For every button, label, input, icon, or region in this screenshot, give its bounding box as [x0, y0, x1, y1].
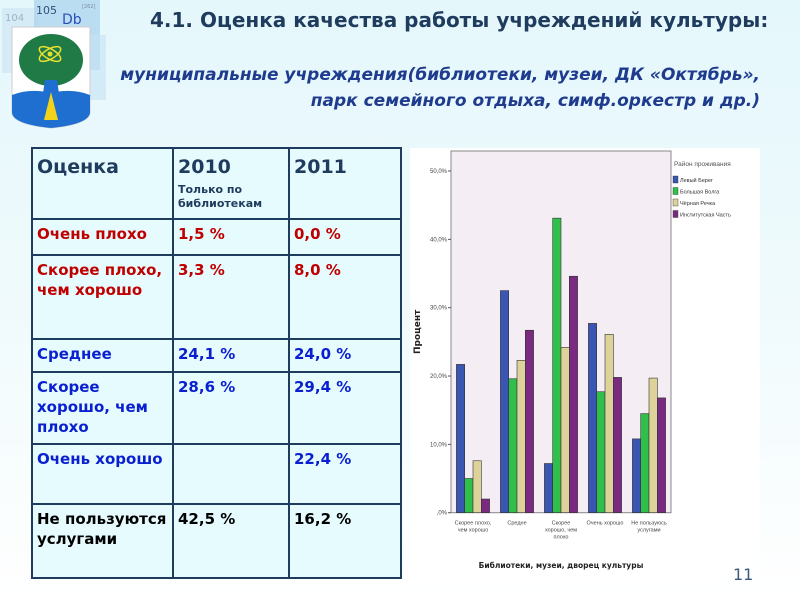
bar-4-2 [648, 377, 658, 514]
slide-subtitle: муниципальные учреждения(библиотеки, муз… [120, 65, 760, 111]
cell-label: Очень хорошо [31, 443, 174, 505]
x-tick-label: Скорее плохо, чем хорошо [455, 521, 492, 534]
cell-2010: 42,5 % [172, 503, 290, 579]
legend-item: Чёрная Речка [680, 201, 716, 207]
bar-0-1 [464, 478, 474, 513]
bar-1-1 [508, 378, 518, 513]
bar-4-1 [640, 413, 650, 513]
bar-1-3 [525, 329, 534, 513]
bar-0-3 [481, 498, 490, 514]
cell-2011: 0,0 % [288, 218, 402, 256]
cell-label: Скорее плохо, чем хорошо [31, 254, 174, 340]
bar-2-1 [552, 217, 562, 514]
legend-title: Район проживания [674, 160, 731, 168]
bar-4-3 [657, 397, 666, 513]
x-tick-label: Средне [507, 521, 526, 527]
cell-2011: 16,2 % [288, 503, 402, 579]
y-tick-label: 40,0% [430, 237, 448, 243]
table-row: Не пользуются услугами 42,5 % 16,2 % [31, 503, 402, 579]
svg-text:104: 104 [5, 13, 24, 24]
table-row: Очень плохо 1,5 % 0,0 % [31, 218, 402, 256]
bar-chart: ,0% 10,0% 20,0% 30,0% 40,0% 50,0% Процент Скоре… [410, 148, 760, 580]
y-tick-label: ,0% [437, 511, 448, 517]
y-tick-label: 10,0% [430, 442, 448, 448]
table-row: Скорее плохо, чем хорошо 3,3 % 8,0 % [31, 254, 402, 340]
y-tick-label: 30,0% [430, 306, 448, 312]
cell-label: Среднее [31, 338, 174, 373]
page-number: 11 [733, 565, 754, 584]
bar-4-0 [632, 438, 641, 513]
y-tick-label: 50,0% [430, 169, 448, 175]
cell-2011: 8,0 % [288, 254, 402, 340]
city-coat-of-arms-logo: 104 105 Db [262] [2, 0, 106, 129]
svg-text:105: 105 [36, 4, 57, 17]
cell-2011: 29,4 % [288, 371, 402, 445]
cell-2010: 24,1 % [172, 338, 290, 373]
table-header-row: Оценка 2010 Только по библиотекам 2011 [31, 147, 402, 220]
chart-svg: ,0% 10,0% 20,0% 30,0% 40,0% 50,0% Процент Скоре… [413, 150, 731, 570]
header-rating: Оценка [31, 147, 174, 220]
cell-label: Скорее хорошо, чем плохо [31, 371, 174, 445]
x-tick-label: Очень хорошо [587, 521, 624, 527]
legend-item: Институтская Часть [680, 213, 731, 219]
bar-2-2 [560, 347, 570, 513]
bar-3-2 [604, 334, 614, 513]
header-2011: 2011 [288, 147, 402, 220]
cell-2011: 22,4 % [288, 443, 402, 505]
legend-swatch [672, 175, 679, 184]
cell-2010: 1,5 % [172, 218, 290, 256]
x-tick-label: Не пользуюсь услугами [631, 521, 667, 534]
x-axis-label: Библиотеки, музеи, дворец культуры [479, 561, 644, 570]
bar-2-3 [569, 275, 578, 514]
bar-3-0 [588, 323, 597, 513]
legend-swatch [672, 198, 679, 207]
bar-3-3 [613, 377, 622, 513]
svg-text:[262]: [262] [82, 4, 95, 10]
cell-label: Очень плохо [31, 218, 174, 256]
cell-2010: 28,6 % [172, 371, 290, 445]
y-tick-label: 20,0% [430, 374, 448, 380]
bar-1-0 [500, 290, 510, 513]
bar-0-2 [472, 460, 482, 513]
bar-2-0 [544, 463, 553, 514]
cell-2010: 3,3 % [172, 254, 290, 340]
cell-label: Не пользуются услугами [31, 503, 174, 579]
legend-item: Левый Берег [680, 177, 713, 184]
svg-text:Db: Db [62, 12, 82, 28]
header-note: Только по библиотекам [178, 183, 263, 210]
legend-item: Большая Волга [680, 190, 720, 196]
table-row: Скорее хорошо, чем плохо 28,6 % 29,4 % [31, 371, 402, 445]
bar-0-0 [456, 364, 466, 514]
y-axis-label: Процент [413, 309, 423, 354]
cell-2011: 24,0 % [288, 338, 402, 373]
table-row: Очень хорошо 22,4 % [31, 443, 402, 505]
header-2010: 2010 Только по библиотекам [172, 147, 290, 220]
x-tick-label: Скорее хорошо, чем плохо [545, 521, 577, 541]
slide-title: 4.1. Оценка качества работы учреждений к… [150, 8, 769, 32]
rating-table: Оценка 2010 Только по библиотекам 2011 Оч… [31, 147, 402, 579]
legend-swatch [672, 210, 679, 218]
bar-1-2 [516, 360, 526, 513]
legend-swatch [672, 187, 679, 195]
cell-2010 [172, 443, 290, 505]
bar-3-1 [596, 391, 606, 514]
table-row: Среднее 24,1 % 24,0 % [31, 338, 402, 373]
